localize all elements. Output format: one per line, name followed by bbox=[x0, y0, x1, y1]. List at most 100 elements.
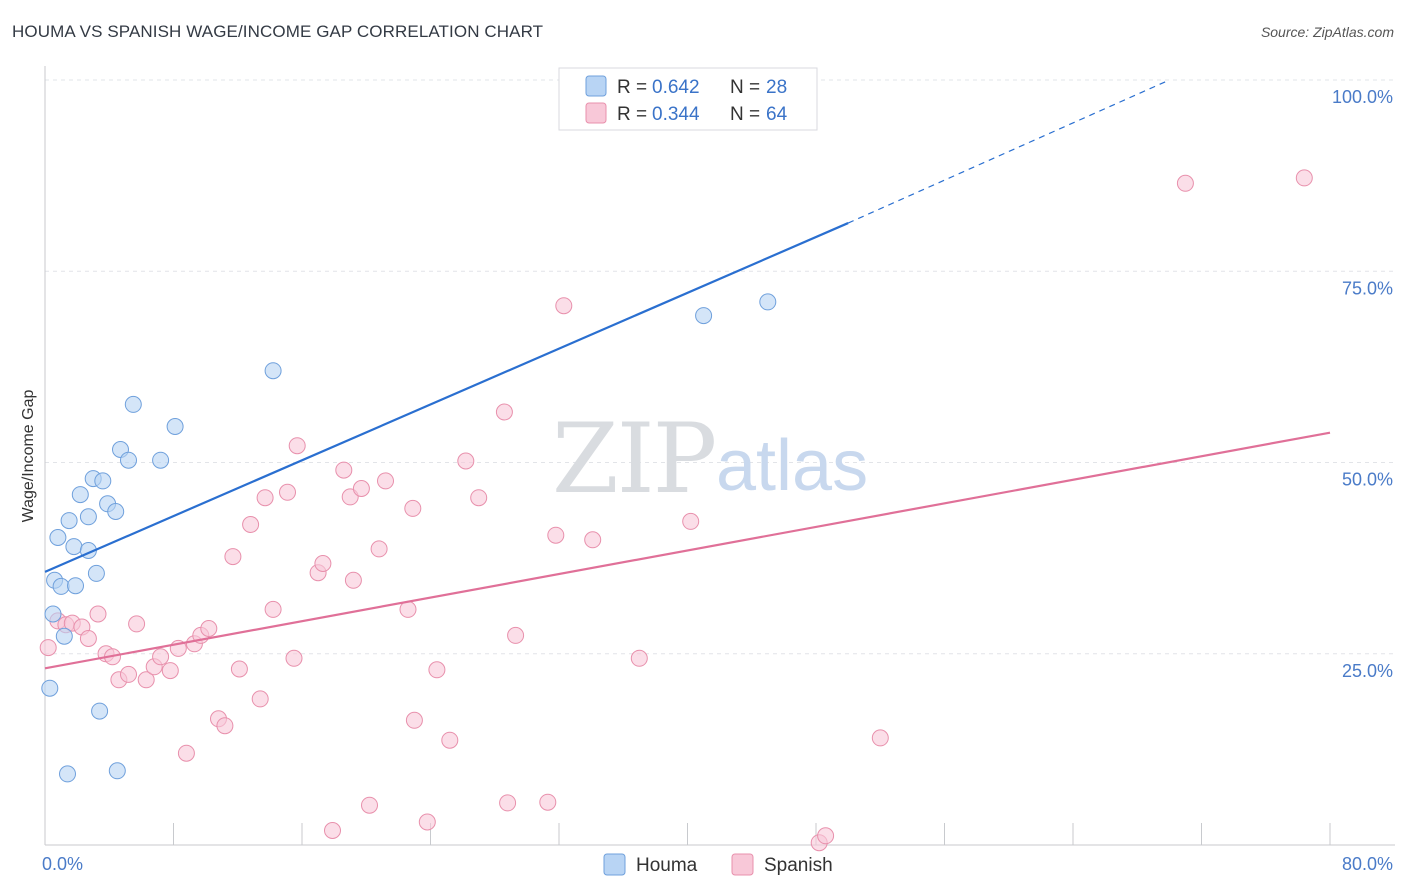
legend-r-value-spanish: 0.344 bbox=[652, 104, 700, 125]
source-label: Source: ZipAtlas.com bbox=[1260, 24, 1394, 40]
spanish-point bbox=[499, 794, 517, 812]
spanish-point bbox=[288, 437, 306, 455]
spanish-point bbox=[1295, 169, 1313, 187]
spanish-point bbox=[470, 489, 488, 507]
spanish-point bbox=[200, 620, 218, 637]
spanish-point bbox=[335, 461, 353, 479]
spanish-point bbox=[682, 512, 700, 530]
spanish-point bbox=[630, 649, 648, 667]
y-tick-label: 25.0% bbox=[1342, 661, 1393, 681]
y-tick-label: 100.0% bbox=[1332, 87, 1393, 107]
houma-point bbox=[41, 679, 59, 697]
legend-r-label-houma: R = bbox=[617, 77, 647, 98]
watermark-atlas: atlas bbox=[716, 426, 868, 506]
tick-labels: 25.0% 50.0% 75.0% 100.0% 0.0% 80.0% bbox=[42, 87, 1393, 874]
x-tick-label: 80.0% bbox=[1342, 854, 1393, 874]
legend-top: R = 0.642 N = 28 R = 0.344 N = 64 bbox=[558, 67, 818, 131]
legend-n-label-spanish: N = bbox=[730, 104, 760, 125]
spanish-point bbox=[242, 516, 260, 533]
spanish-point bbox=[584, 531, 602, 549]
spanish-point bbox=[441, 731, 459, 749]
spanish-point bbox=[120, 665, 137, 683]
points bbox=[39, 169, 1313, 852]
chart-title: HOUMA VS SPANISH WAGE/INCOME GAP CORRELA… bbox=[12, 22, 544, 41]
spanish-point bbox=[539, 793, 557, 811]
spanish-point bbox=[128, 615, 146, 633]
legend-n-label-houma: N = bbox=[730, 77, 760, 98]
spanish-point bbox=[279, 483, 296, 501]
legend-bottom: Houma Spanish bbox=[603, 853, 833, 876]
houma-point bbox=[65, 538, 83, 556]
y-axis-title: Wage/Income Gap bbox=[20, 390, 37, 523]
legend-bottom-swatch-spanish bbox=[731, 853, 754, 876]
x-tick-label: 0.0% bbox=[42, 854, 83, 874]
houma-point bbox=[94, 472, 112, 490]
spanish-point bbox=[457, 452, 475, 470]
spanish-point bbox=[495, 403, 513, 421]
houma-point bbox=[87, 564, 105, 582]
y-tick-label: 50.0% bbox=[1342, 470, 1393, 490]
houma-trend-extension bbox=[847, 79, 1170, 224]
spanish-point bbox=[161, 662, 179, 680]
legend-swatch-spanish bbox=[585, 102, 607, 124]
watermark: ZIP atlas bbox=[552, 403, 868, 515]
legend-n-value-spanish: 64 bbox=[766, 104, 788, 125]
legend-bottom-label-spanish: Spanish bbox=[764, 855, 833, 876]
spanish-point bbox=[324, 822, 341, 839]
legend-r-label-spanish: R = bbox=[617, 104, 647, 125]
spanish-point bbox=[405, 711, 423, 729]
spanish-point bbox=[89, 605, 107, 623]
houma-point bbox=[67, 577, 84, 595]
houma-point bbox=[124, 395, 142, 413]
spanish-point bbox=[344, 571, 362, 589]
spanish-point bbox=[817, 827, 835, 845]
spanish-point bbox=[216, 717, 234, 735]
spanish-point bbox=[1176, 174, 1194, 192]
spanish-point bbox=[177, 744, 195, 762]
spanish-point bbox=[137, 671, 155, 689]
houma-point bbox=[108, 762, 126, 780]
houma-point bbox=[107, 503, 125, 520]
spanish-point bbox=[224, 548, 242, 566]
spanish-trend-line bbox=[44, 431, 1331, 670]
houma-point bbox=[120, 451, 137, 469]
spanish-point bbox=[377, 472, 394, 490]
spanish-point bbox=[314, 555, 332, 572]
spanish-point bbox=[285, 649, 303, 667]
houma-point bbox=[59, 765, 76, 783]
houma-point bbox=[52, 577, 70, 595]
spanish-point bbox=[264, 600, 282, 618]
spanish-point bbox=[428, 661, 446, 679]
spanish-point bbox=[418, 813, 436, 831]
y-tick-label: 75.0% bbox=[1342, 278, 1393, 298]
watermark-zip: ZIP bbox=[552, 403, 715, 515]
legend-swatch-houma bbox=[585, 75, 607, 97]
houma-trend-line bbox=[44, 222, 849, 573]
spanish-point bbox=[152, 648, 170, 666]
spanish-point bbox=[230, 660, 248, 678]
spanish-point bbox=[39, 639, 57, 657]
houma-point bbox=[152, 451, 170, 469]
spanish-point bbox=[404, 499, 422, 517]
houma-point bbox=[759, 293, 777, 311]
spanish-point bbox=[547, 526, 565, 544]
houma-point bbox=[71, 486, 89, 504]
houma-point bbox=[166, 418, 184, 435]
spanish-point bbox=[79, 630, 97, 647]
spanish-point bbox=[256, 489, 274, 507]
spanish-point bbox=[361, 796, 378, 814]
houma-point bbox=[79, 508, 97, 526]
spanish-point bbox=[370, 540, 388, 558]
spanish-point bbox=[251, 690, 269, 708]
spanish-point bbox=[352, 480, 370, 497]
grid bbox=[45, 79, 1395, 655]
legend-n-value-houma: 28 bbox=[766, 77, 787, 98]
spanish-point bbox=[871, 729, 889, 747]
trend-lines bbox=[44, 79, 1331, 670]
houma-point bbox=[91, 702, 109, 720]
houma-point bbox=[49, 529, 67, 546]
houma-point bbox=[60, 512, 78, 530]
spanish-point bbox=[555, 297, 573, 315]
houma-point bbox=[44, 605, 62, 623]
